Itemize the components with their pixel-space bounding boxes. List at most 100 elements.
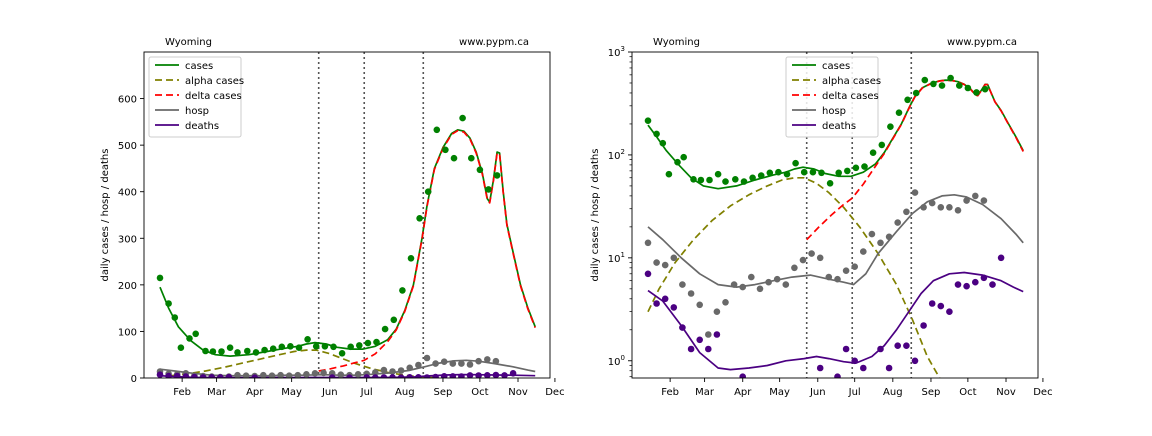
x-tick-label: Jun bbox=[809, 387, 826, 398]
data-point-cases-27 bbox=[861, 163, 868, 170]
data-point-deaths-14 bbox=[372, 374, 379, 378]
data-point-cases-4 bbox=[177, 344, 185, 352]
x-tick-label: Oct bbox=[471, 387, 488, 398]
x-tick-label: Oct bbox=[959, 387, 976, 398]
axes-frame bbox=[143, 51, 551, 379]
data-point-cases-29 bbox=[390, 316, 398, 324]
y-tick-label: 300 bbox=[118, 234, 137, 245]
data-point-hosp-31 bbox=[415, 361, 422, 369]
data-point-deaths-23 bbox=[449, 373, 457, 378]
data-point-deaths-26 bbox=[963, 282, 970, 290]
data-point-cases-14 bbox=[749, 174, 756, 182]
data-point-cases-7 bbox=[202, 347, 209, 355]
x-tick-label: Nov bbox=[508, 387, 528, 398]
data-point-hosp-11 bbox=[730, 281, 738, 288]
data-point-deaths-7 bbox=[208, 374, 215, 378]
data-point-deaths-6 bbox=[199, 374, 207, 378]
data-point-deaths-21 bbox=[920, 322, 927, 329]
data-point-cases-9 bbox=[706, 176, 713, 184]
data-point-deaths-26 bbox=[475, 372, 482, 378]
data-point-hosp-17 bbox=[782, 281, 790, 288]
data-point-deaths-17 bbox=[885, 364, 893, 372]
data-point-deaths-10 bbox=[739, 373, 746, 378]
x-tick-label: Nov bbox=[996, 387, 1016, 398]
data-point-hosp-19 bbox=[799, 256, 807, 264]
data-point-cases-2 bbox=[165, 300, 172, 307]
data-point-cases-12 bbox=[244, 347, 251, 355]
data-point-cases-37 bbox=[947, 74, 954, 82]
data-point-hosp-34 bbox=[440, 358, 448, 366]
data-point-deaths-22 bbox=[440, 373, 448, 378]
data-point-deaths-18 bbox=[894, 342, 901, 350]
data-point-hosp-10 bbox=[234, 371, 241, 378]
legend: cases alpha cases delta cases hosp deaths bbox=[785, 56, 881, 138]
data-point-hosp-20 bbox=[808, 250, 815, 257]
data-point-cases-14 bbox=[261, 346, 268, 354]
data-point-hosp-14 bbox=[268, 372, 276, 378]
x-tick-label: Apr bbox=[246, 387, 264, 398]
data-point-cases-8 bbox=[209, 348, 217, 355]
data-point-hosp-5 bbox=[679, 281, 686, 288]
data-point-hosp-18 bbox=[303, 371, 310, 378]
data-point-hosp-37 bbox=[466, 361, 474, 368]
data-point-hosp-13 bbox=[748, 273, 755, 281]
data-point-cases-6 bbox=[192, 330, 199, 338]
data-point-hosp-32 bbox=[911, 189, 919, 196]
data-point-cases-35 bbox=[930, 80, 937, 88]
data-point-cases-41 bbox=[981, 85, 989, 93]
data-point-deaths-2 bbox=[653, 300, 660, 307]
data-point-cases-25 bbox=[356, 342, 363, 349]
data-point-cases-10 bbox=[226, 344, 234, 352]
data-point-cases-3 bbox=[171, 314, 179, 321]
data-point-hosp-9 bbox=[713, 308, 721, 316]
chart-title-left: Wyoming bbox=[653, 37, 700, 48]
data-point-cases-16 bbox=[278, 343, 286, 351]
data-point-deaths-19 bbox=[903, 342, 910, 350]
y-tick-exponent: 0 bbox=[621, 354, 625, 362]
y-tick-base: 10 bbox=[608, 48, 621, 59]
data-point-cases-33 bbox=[424, 188, 432, 195]
data-point-deaths-6 bbox=[687, 345, 695, 353]
y-tick-exponent: 1 bbox=[621, 251, 625, 259]
data-point-hosp-24 bbox=[842, 267, 850, 275]
y-tick-label: 100 bbox=[608, 354, 625, 368]
data-point-cases-6 bbox=[680, 153, 687, 161]
data-point-hosp-18 bbox=[791, 264, 798, 272]
data-point-cases-20 bbox=[800, 168, 808, 176]
data-point-cases-36 bbox=[938, 82, 946, 89]
data-point-deaths-1 bbox=[644, 270, 652, 278]
data-point-deaths-1 bbox=[156, 371, 164, 378]
data-point-hosp-40 bbox=[492, 357, 500, 365]
data-point-deaths-23 bbox=[937, 302, 945, 310]
data-point-cases-30 bbox=[399, 287, 406, 294]
data-point-hosp-3 bbox=[661, 261, 669, 269]
data-point-cases-20 bbox=[312, 343, 320, 350]
data-point-hosp-6 bbox=[687, 290, 695, 297]
data-point-hosp-22 bbox=[337, 371, 345, 378]
chart-title-right: www.pypm.ca bbox=[459, 37, 529, 48]
data-point-hosp-34 bbox=[928, 199, 936, 207]
data-point-hosp-16 bbox=[773, 275, 781, 283]
data-point-deaths-9 bbox=[225, 373, 233, 378]
data-point-deaths-25 bbox=[954, 281, 962, 288]
data-point-deaths-16 bbox=[389, 374, 396, 378]
data-point-cases-41 bbox=[493, 172, 501, 179]
data-point-cases-26 bbox=[364, 339, 372, 347]
data-point-deaths-12 bbox=[346, 374, 353, 378]
y-tick-exponent: 3 bbox=[621, 45, 625, 53]
x-tick-label: May bbox=[769, 387, 790, 398]
series-line-delta-cases bbox=[806, 79, 1024, 241]
y-tick-label: 100 bbox=[118, 327, 137, 338]
x-tick-label: May bbox=[281, 387, 302, 398]
data-point-hosp-26 bbox=[372, 369, 379, 376]
data-point-hosp-26 bbox=[860, 248, 867, 255]
data-point-cases-1 bbox=[156, 274, 164, 282]
y-tick-label: 400 bbox=[118, 188, 137, 199]
chart-panel-1: Feb Mar Apr May Jun Jul Aug Sep Oct Nov Dec 0 100 200… bbox=[100, 37, 565, 398]
data-point-hosp-15 bbox=[765, 278, 772, 286]
data-point-cases-17 bbox=[287, 343, 294, 350]
series-line-hosp bbox=[647, 193, 1024, 288]
data-point-cases-38 bbox=[468, 154, 475, 162]
